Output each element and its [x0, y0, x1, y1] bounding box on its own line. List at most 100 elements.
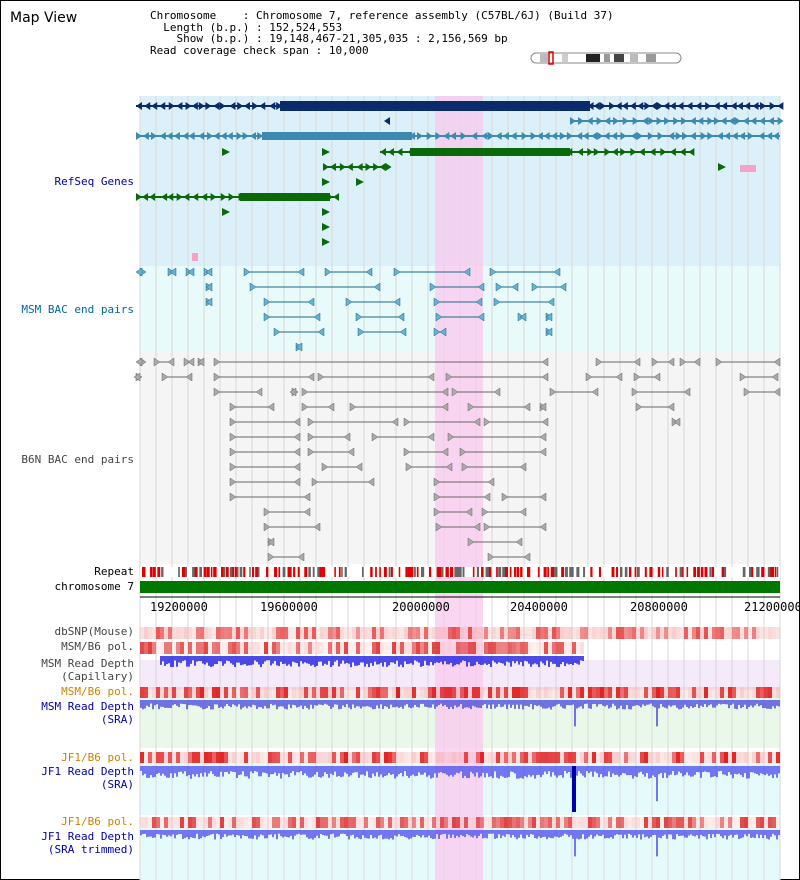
- depth-bar: [644, 830, 646, 838]
- depth-bar: [322, 766, 324, 777]
- heat-cell: [436, 687, 440, 698]
- depth-bar: [728, 830, 730, 836]
- depth-bar: [368, 700, 370, 707]
- depth-bar: [546, 830, 548, 840]
- depth-bar: [652, 830, 654, 836]
- depth-bar: [530, 700, 532, 705]
- depth-bar: [642, 830, 644, 835]
- depth-bar: [372, 656, 374, 666]
- depth-bar: [548, 766, 550, 772]
- heat-cell: [532, 817, 536, 828]
- depth-bar: [680, 830, 682, 836]
- depth-bar: [282, 656, 284, 665]
- heat-cell: [520, 817, 524, 828]
- gene-exon: [713, 102, 720, 110]
- track-label-msm-b6-pol-2[interactable]: MSM/B6 pol.: [61, 685, 134, 698]
- depth-bar: [550, 656, 552, 662]
- depth-bar: [512, 700, 514, 705]
- msm-bac-pairs[interactable]: [135, 267, 567, 352]
- highlight-region[interactable]: [435, 96, 483, 880]
- depth-bar: [758, 830, 760, 839]
- repeat-track[interactable]: [140, 567, 780, 577]
- heat-cell: [176, 627, 180, 639]
- repeat-mark: [341, 567, 343, 577]
- track-label-b6n-bac[interactable]: B6N BAC end pairs: [21, 453, 134, 466]
- heat-cell: [672, 687, 676, 698]
- depth-bar: [500, 700, 502, 708]
- depth-bar: [492, 656, 494, 661]
- depth-bar: [284, 656, 286, 664]
- heat-cell: [216, 627, 220, 639]
- track-label-jf1-b6-pol[interactable]: JF1/B6 pol.: [61, 751, 134, 764]
- track-label-refseq[interactable]: RefSeq Genes: [54, 175, 134, 188]
- heat-cell: [736, 687, 740, 698]
- polymorphism-tracks[interactable]: [140, 627, 780, 828]
- depth-bar: [694, 830, 696, 837]
- chromosome-bar[interactable]: [140, 581, 780, 593]
- track-label-jf1-read-depth[interactable]: JF1 Read Depth: [41, 765, 134, 778]
- heat-cell: [300, 817, 304, 828]
- gene-exon: [471, 132, 478, 140]
- heat-cell: [584, 627, 588, 639]
- track-label-jf1-read-depth-trim[interactable]: JF1 Read Depth: [41, 830, 134, 843]
- chromosome-ideogram[interactable]: [530, 51, 682, 65]
- depth-bar: [416, 830, 418, 835]
- track-label-repeat[interactable]: Repeat: [94, 565, 134, 578]
- depth-bar: [358, 766, 360, 778]
- depth-bar: [448, 766, 450, 777]
- track-label-msm-b6-pol[interactable]: MSM/B6 pol.: [61, 640, 134, 653]
- heat-cell: [388, 752, 392, 763]
- depth-bar: [570, 656, 572, 665]
- gene-exon: [697, 117, 704, 125]
- heat-cell: [216, 642, 220, 654]
- track-label-chromosome[interactable]: chromosome 7: [54, 580, 134, 593]
- depth-bar: [320, 766, 322, 778]
- heat-cell: [708, 817, 712, 828]
- track-label-jf1-b6-pol-2[interactable]: JF1/B6 pol.: [61, 815, 134, 828]
- heat-cell: [272, 817, 276, 828]
- depth-bar: [156, 830, 158, 834]
- heat-cell: [304, 627, 308, 639]
- depth-bar: [278, 700, 280, 707]
- track-label-msm-read-depth-sra[interactable]: MSM Read Depth: [41, 700, 134, 713]
- repeat-mark: [361, 567, 364, 577]
- depth-bar: [298, 766, 300, 773]
- heat-cell: [648, 687, 652, 698]
- bac-end: [679, 357, 687, 367]
- heat-cell: [768, 627, 772, 639]
- depth-bar: [558, 700, 560, 704]
- depth-bar: [380, 656, 382, 663]
- heat-cell: [512, 687, 516, 698]
- heat-cell: [456, 752, 460, 763]
- repeat-mark: [390, 567, 393, 577]
- heat-cell: [188, 752, 192, 763]
- depth-bar: [404, 656, 406, 662]
- heat-cell: [436, 642, 440, 654]
- length-value: 152,524,553: [269, 20, 343, 34]
- heat-cell: [452, 752, 456, 763]
- depth-bar: [172, 766, 174, 778]
- depth-bar: [554, 700, 556, 707]
- depth-bar: [672, 700, 674, 706]
- depth-bar: [538, 700, 540, 706]
- repeat-mark: [398, 567, 401, 577]
- heat-cell: [220, 752, 224, 763]
- track-label-msm-read-depth-cap[interactable]: MSM Read Depth: [41, 657, 134, 670]
- b6n-bac-pairs[interactable]: [133, 357, 781, 562]
- bac-end: [243, 267, 251, 277]
- depth-bar: [434, 656, 436, 664]
- depth-bar: [432, 656, 434, 666]
- track-label-msm-bac[interactable]: MSM BAC end pairs: [21, 303, 134, 316]
- read-depth-tracks[interactable]: [140, 656, 780, 857]
- depth-bar: [314, 766, 316, 775]
- depth-bar: [694, 700, 696, 707]
- track-label-dbsnp[interactable]: dbSNP(Mouse): [54, 625, 134, 638]
- refseq-genes[interactable]: [136, 101, 784, 261]
- depth-bar: [762, 700, 764, 709]
- heat-cell: [172, 687, 176, 698]
- depth-bar: [254, 656, 256, 661]
- depth-bar: [370, 656, 372, 664]
- heat-cell: [600, 627, 604, 639]
- repeat-mark: [711, 567, 715, 577]
